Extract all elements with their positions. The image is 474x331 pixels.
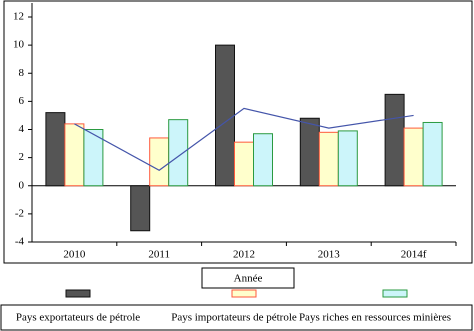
bar xyxy=(64,123,85,187)
bar xyxy=(384,93,405,187)
x-tick-label: 2013 xyxy=(318,249,341,261)
y-tick-label: 10 xyxy=(13,39,25,51)
legend-swatch xyxy=(231,289,257,298)
y-tick-label: 8 xyxy=(19,67,25,79)
legend-label: Pays importateurs de pétrole xyxy=(171,312,297,324)
x-tick-label: 2010 xyxy=(63,249,86,261)
bar xyxy=(234,141,254,187)
bar xyxy=(337,130,358,187)
legend-swatch xyxy=(65,289,91,298)
bar xyxy=(253,133,273,187)
legend-label: Pays riches en ressources minières xyxy=(299,312,451,324)
legend-label: Pays exportateurs de pétrole xyxy=(16,312,140,324)
bar xyxy=(149,137,170,187)
plot-frame xyxy=(3,0,473,264)
x-axis-title: Année xyxy=(234,273,263,285)
legend-box xyxy=(0,304,473,331)
bar xyxy=(422,121,443,187)
x-tick-label: 2014f xyxy=(401,249,427,261)
x-title-box xyxy=(201,267,295,289)
bar xyxy=(299,117,320,187)
y-tick-label: -2 xyxy=(15,207,24,219)
y-tick-label: 12 xyxy=(13,11,24,23)
y-tick-label: -4 xyxy=(15,236,25,248)
y-tick-label: 0 xyxy=(19,179,25,191)
x-tick-label: 2011 xyxy=(148,249,170,261)
line-series xyxy=(74,107,414,171)
y-tick-label: 2 xyxy=(19,151,25,163)
bar xyxy=(215,44,235,187)
y-tick-label: 4 xyxy=(19,123,25,135)
bar xyxy=(130,185,151,232)
bar xyxy=(168,119,189,187)
bar xyxy=(318,131,339,187)
bar xyxy=(403,127,424,187)
legend-swatch xyxy=(382,289,408,298)
y-tick-label: 6 xyxy=(19,95,25,107)
x-tick-label: 2012 xyxy=(233,249,255,261)
bar xyxy=(83,129,104,187)
bar xyxy=(45,112,66,187)
